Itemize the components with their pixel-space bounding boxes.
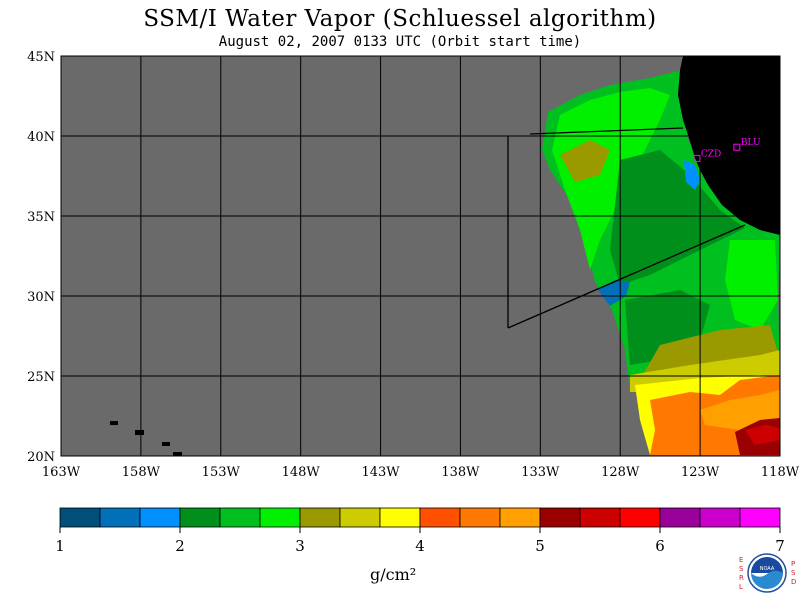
lon-tick-label: 158W (122, 465, 161, 480)
lon-tick-label: 123W (681, 465, 720, 480)
logo-right-letter: S (791, 569, 796, 577)
colorbar-segment (139, 507, 181, 528)
colorbar-segment (59, 507, 101, 528)
logo-left-letter: E (739, 556, 743, 564)
swath-green-east (725, 240, 778, 330)
station-markers: CZD BLU (693, 138, 761, 162)
colorbar-tick-label: 5 (535, 537, 545, 555)
lat-tick-label: 35N (27, 210, 55, 225)
lat-tick-label: 30N (27, 290, 55, 305)
lon-tick-label: 143W (361, 465, 400, 480)
swath-olive-north (560, 140, 610, 182)
colorbar-segment (499, 507, 541, 528)
water-vapor-swath (542, 70, 780, 455)
colorbar-tick-label: 3 (295, 537, 305, 555)
map-frame (60, 55, 781, 457)
station-marker (733, 143, 741, 151)
logo-left-letter: S (739, 565, 744, 573)
swath-bright-green (552, 88, 670, 270)
colorbar-units: g/cm² (370, 565, 417, 584)
lon-tick-label: 163W (42, 465, 81, 480)
colorbar-segment (619, 507, 661, 528)
swath-dark-green-coast (610, 150, 745, 285)
page-subtitle: August 02, 2007 0133 UTC (Orbit start ti… (218, 34, 582, 50)
swath-dark-green-south (625, 290, 710, 365)
station-marker (693, 154, 701, 162)
logo-sea (751, 570, 783, 589)
longitude-labels: 163W 158W 153W 148W 143W 138W 133W 128W 123W 118W (42, 465, 800, 480)
land-california (678, 56, 780, 235)
colorbar (59, 507, 781, 528)
latitude-labels: 45N 40N 35N 30N 25N 20N (27, 50, 55, 465)
logo-left-letter: L (739, 583, 743, 591)
lon-tick-label: 133W (521, 465, 560, 480)
hawaiian-islands (110, 421, 182, 456)
page-title: SSM/I Water Vapor (Schluessel algorithm) (143, 6, 657, 32)
lat-tick-label: 40N (27, 130, 55, 145)
colorbar-tick-label: 1 (55, 537, 65, 555)
colorbar-ticks: 1 2 3 4 5 6 7 (55, 527, 785, 555)
colorbar-segment (339, 507, 381, 528)
lat-tick-label: 45N (27, 50, 55, 65)
lat-tick-label: 25N (27, 370, 55, 385)
lon-tick-label: 148W (282, 465, 321, 480)
colorbar-segment (699, 507, 741, 528)
logo-right-letter: P (791, 560, 795, 568)
lon-tick-label: 138W (441, 465, 480, 480)
colorbar-segment (459, 507, 501, 528)
lon-tick-label: 128W (601, 465, 640, 480)
logo-sky (751, 557, 783, 573)
lon-tick-label: 118W (761, 465, 800, 480)
colorbar-tick-label: 4 (415, 537, 425, 555)
colorbar-segment (379, 507, 421, 528)
colorbar-segment (99, 507, 141, 528)
logo-center-text: NOAA (760, 566, 775, 572)
logo-left-letter: R (739, 574, 744, 582)
logo-right-letter: D (791, 578, 796, 586)
swath-blue-coast (684, 160, 700, 190)
colorbar-segment (579, 507, 621, 528)
swath-boundary-lines (507, 127, 746, 329)
station-label: BLU (741, 138, 761, 148)
colorbar-tick-label: 2 (175, 537, 185, 555)
colorbar-tick-label: 6 (655, 537, 665, 555)
lat-tick-label: 20N (27, 450, 55, 465)
swath-red-patch (745, 425, 780, 445)
colorbar-segment (219, 507, 261, 528)
noaa-logo: E S R L P S D NOAA (739, 553, 796, 593)
colorbar-segment (259, 507, 301, 528)
colorbar-segment (659, 507, 701, 528)
lon-tick-label: 153W (202, 465, 241, 480)
colorbar-segment (739, 507, 781, 528)
colorbar-segment (179, 507, 221, 528)
colorbar-segment (419, 507, 461, 528)
colorbar-segment (539, 507, 581, 528)
colorbar-segment (299, 507, 341, 528)
colorbar-tick-label: 7 (775, 537, 785, 555)
swath-blue-patch (598, 280, 630, 306)
station-label: CZD (701, 149, 721, 159)
